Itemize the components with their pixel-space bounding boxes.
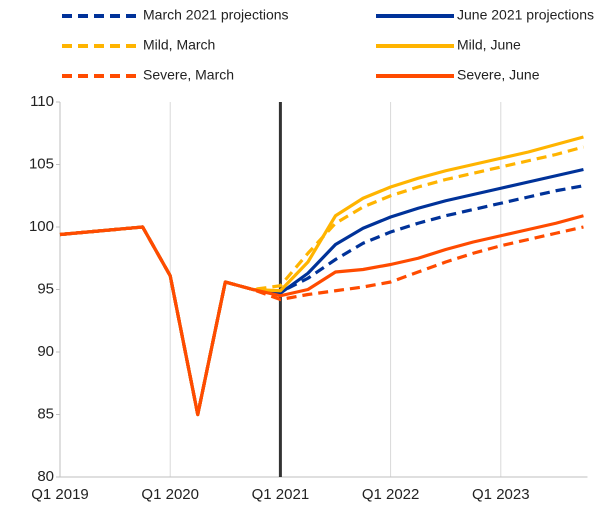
x-tick-label: Q1 2020 xyxy=(141,486,199,503)
legend-label: Severe, June xyxy=(457,67,540,83)
legend-label: June 2021 projections xyxy=(457,7,594,23)
y-tick-label: 90 xyxy=(37,343,54,360)
y-tick-label: 105 xyxy=(29,155,54,172)
y-tick-label: 110 xyxy=(30,93,54,110)
x-tick-label: Q1 2021 xyxy=(252,486,310,503)
y-tick-label: 80 xyxy=(37,468,54,485)
legend-label: March 2021 projections xyxy=(143,7,289,23)
series-line xyxy=(59,135,584,417)
legend-label: Mild, June xyxy=(457,37,521,53)
series-line xyxy=(59,214,584,417)
x-tick-label: Q1 2019 xyxy=(31,486,89,503)
series-line xyxy=(59,184,584,417)
y-tick-label: 100 xyxy=(29,218,54,235)
series-line xyxy=(59,225,584,417)
x-tick-label: Q1 2022 xyxy=(362,486,420,503)
x-tick-label: Q1 2023 xyxy=(472,486,530,503)
legend-label: Mild, March xyxy=(143,37,215,53)
y-tick-label: 95 xyxy=(37,280,54,297)
y-tick-label: 85 xyxy=(37,405,54,422)
legend-label: Severe, March xyxy=(143,67,234,83)
